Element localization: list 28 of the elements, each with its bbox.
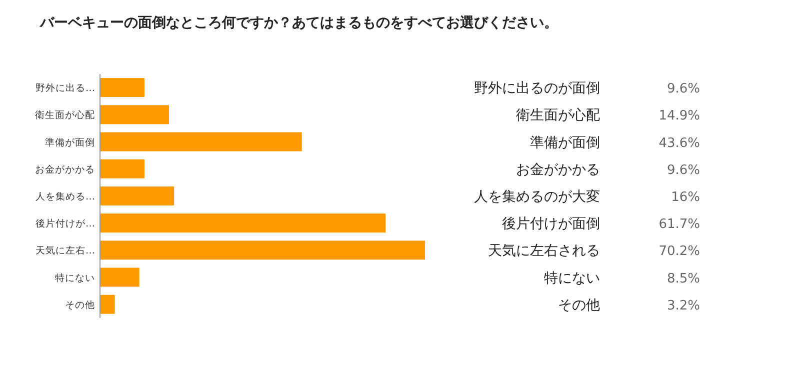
chart-title: バーベキューの面倒なところ何ですか？あてはまるものをすべてお選びください。	[39, 15, 558, 31]
data-label: 61.7%	[658, 217, 700, 232]
text: 準備が面倒	[530, 134, 600, 151]
data-label: 16%	[671, 190, 700, 205]
data-label: 9.6%	[666, 82, 700, 97]
data-label: 8.5%	[666, 271, 700, 286]
y-tick-label: 後片付けが…	[36, 218, 95, 230]
data-label: 43.6%	[658, 136, 700, 151]
data-label: 70.2%	[658, 244, 700, 260]
y-tick-label: 天気に左右…	[36, 244, 95, 257]
y-tick-label: 特にない	[55, 272, 95, 284]
text: お金がかかる	[516, 162, 600, 178]
text: 特にない	[544, 270, 600, 286]
text: 後片付けが面倒	[502, 216, 600, 232]
text: その他	[558, 297, 600, 314]
data-label: 14.9%	[658, 108, 700, 124]
y-tick-label: 衛生面が心配	[35, 109, 95, 122]
data-label: 9.6%	[666, 162, 700, 178]
text: 衛生面が心配	[516, 108, 600, 124]
y-tick-label: 野外に出る…	[36, 82, 95, 94]
data-label: 3.2%	[666, 298, 700, 314]
y-tick-label: 人を集める…	[36, 190, 95, 202]
y-tick-label: その他	[65, 298, 95, 311]
y-tick-label: お金がかかる	[35, 163, 95, 176]
text: 天気に左右される	[488, 243, 600, 260]
y-tick-label: 準備が面倒	[45, 136, 95, 148]
text: 野外に出るのが面倒	[474, 80, 600, 97]
text: 人を集めるのが大変	[474, 188, 600, 205]
